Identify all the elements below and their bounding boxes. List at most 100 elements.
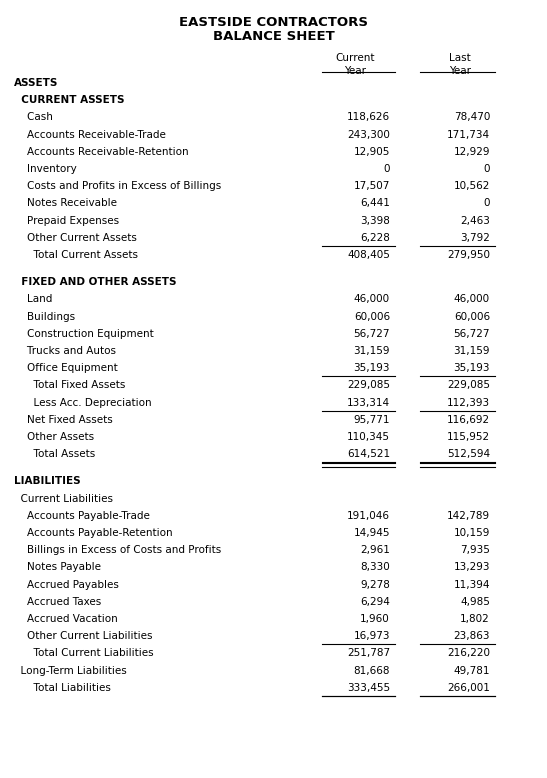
Text: 116,692: 116,692 bbox=[447, 415, 490, 425]
Text: 10,159: 10,159 bbox=[453, 528, 490, 538]
Text: 60,006: 60,006 bbox=[454, 312, 490, 321]
Text: Accounts Receivable-Trade: Accounts Receivable-Trade bbox=[14, 130, 166, 139]
Text: LIABILITIES: LIABILITIES bbox=[14, 476, 80, 486]
Text: 6,441: 6,441 bbox=[360, 198, 390, 209]
Text: 112,393: 112,393 bbox=[447, 398, 490, 408]
Text: 4,985: 4,985 bbox=[460, 597, 490, 607]
Text: 115,952: 115,952 bbox=[447, 432, 490, 442]
Text: Net Fixed Assets: Net Fixed Assets bbox=[14, 415, 113, 425]
Text: Trucks and Autos: Trucks and Autos bbox=[14, 346, 116, 356]
Text: 81,668: 81,668 bbox=[353, 666, 390, 675]
Text: 1,960: 1,960 bbox=[360, 614, 390, 624]
Text: Current Liabilities: Current Liabilities bbox=[14, 493, 113, 503]
Text: 142,789: 142,789 bbox=[447, 511, 490, 520]
Text: ASSETS: ASSETS bbox=[14, 78, 59, 88]
Text: 6,228: 6,228 bbox=[360, 233, 390, 243]
Text: 35,193: 35,193 bbox=[453, 363, 490, 373]
Text: 0: 0 bbox=[484, 198, 490, 209]
Text: 243,300: 243,300 bbox=[347, 130, 390, 139]
Text: 279,950: 279,950 bbox=[447, 250, 490, 260]
Text: Cash: Cash bbox=[14, 112, 53, 122]
Text: 191,046: 191,046 bbox=[347, 511, 390, 520]
Text: Office Equipment: Office Equipment bbox=[14, 363, 118, 373]
Text: 614,521: 614,521 bbox=[347, 449, 390, 459]
Text: Construction Equipment: Construction Equipment bbox=[14, 329, 154, 338]
Text: 216,220: 216,220 bbox=[447, 648, 490, 658]
Text: 17,507: 17,507 bbox=[353, 181, 390, 191]
Text: Notes Receivable: Notes Receivable bbox=[14, 198, 117, 209]
Text: 12,929: 12,929 bbox=[453, 147, 490, 157]
Text: 31,159: 31,159 bbox=[353, 346, 390, 356]
Text: 16,973: 16,973 bbox=[353, 631, 390, 641]
Text: Current: Current bbox=[335, 53, 375, 63]
Text: 118,626: 118,626 bbox=[347, 112, 390, 122]
Text: 78,470: 78,470 bbox=[453, 112, 490, 122]
Text: 60,006: 60,006 bbox=[354, 312, 390, 321]
Text: 3,792: 3,792 bbox=[460, 233, 490, 243]
Text: 8,330: 8,330 bbox=[360, 562, 390, 573]
Text: Land: Land bbox=[14, 294, 53, 304]
Text: 46,000: 46,000 bbox=[354, 294, 390, 304]
Text: 110,345: 110,345 bbox=[347, 432, 390, 442]
Text: 3,398: 3,398 bbox=[360, 216, 390, 226]
Text: 56,727: 56,727 bbox=[353, 329, 390, 338]
Text: 2,961: 2,961 bbox=[360, 545, 390, 555]
Text: 46,000: 46,000 bbox=[454, 294, 490, 304]
Text: 229,085: 229,085 bbox=[447, 380, 490, 391]
Text: Last: Last bbox=[449, 53, 471, 63]
Text: CURRENT ASSETS: CURRENT ASSETS bbox=[14, 95, 125, 105]
Text: 229,085: 229,085 bbox=[347, 380, 390, 391]
Text: 49,781: 49,781 bbox=[453, 666, 490, 675]
Text: FIXED AND OTHER ASSETS: FIXED AND OTHER ASSETS bbox=[14, 277, 177, 287]
Text: 6,294: 6,294 bbox=[360, 597, 390, 607]
Text: Total Liabilities: Total Liabilities bbox=[14, 683, 111, 692]
Text: Long-Term Liabilities: Long-Term Liabilities bbox=[14, 666, 127, 675]
Text: Total Fixed Assets: Total Fixed Assets bbox=[14, 380, 125, 391]
Text: Other Assets: Other Assets bbox=[14, 432, 94, 442]
Text: 14,945: 14,945 bbox=[353, 528, 390, 538]
Text: 31,159: 31,159 bbox=[453, 346, 490, 356]
Text: 9,278: 9,278 bbox=[360, 580, 390, 590]
Text: 266,001: 266,001 bbox=[447, 683, 490, 692]
Text: Prepaid Expenses: Prepaid Expenses bbox=[14, 216, 119, 226]
Text: Costs and Profits in Excess of Billings: Costs and Profits in Excess of Billings bbox=[14, 181, 221, 191]
Text: Inventory: Inventory bbox=[14, 164, 77, 174]
Text: 11,394: 11,394 bbox=[453, 580, 490, 590]
Text: 95,771: 95,771 bbox=[353, 415, 390, 425]
Text: 512,594: 512,594 bbox=[447, 449, 490, 459]
Text: Accounts Receivable-Retention: Accounts Receivable-Retention bbox=[14, 147, 189, 157]
Text: 2,463: 2,463 bbox=[460, 216, 490, 226]
Text: Year: Year bbox=[344, 66, 366, 76]
Text: Accounts Payable-Retention: Accounts Payable-Retention bbox=[14, 528, 173, 538]
Text: Accrued Taxes: Accrued Taxes bbox=[14, 597, 101, 607]
Text: Accounts Payable-Trade: Accounts Payable-Trade bbox=[14, 511, 150, 520]
Text: 0: 0 bbox=[484, 164, 490, 174]
Text: Year: Year bbox=[449, 66, 471, 76]
Text: 35,193: 35,193 bbox=[353, 363, 390, 373]
Text: 23,863: 23,863 bbox=[453, 631, 490, 641]
Text: Accrued Vacation: Accrued Vacation bbox=[14, 614, 118, 624]
Text: 133,314: 133,314 bbox=[347, 398, 390, 408]
Text: 56,727: 56,727 bbox=[453, 329, 490, 338]
Text: Total Current Assets: Total Current Assets bbox=[14, 250, 138, 260]
Text: 171,734: 171,734 bbox=[447, 130, 490, 139]
Text: 0: 0 bbox=[383, 164, 390, 174]
Text: Less Acc. Depreciation: Less Acc. Depreciation bbox=[14, 398, 152, 408]
Text: Other Current Assets: Other Current Assets bbox=[14, 233, 137, 243]
Text: BALANCE SHEET: BALANCE SHEET bbox=[213, 30, 334, 43]
Text: Total Assets: Total Assets bbox=[14, 449, 95, 459]
Text: 12,905: 12,905 bbox=[353, 147, 390, 157]
Text: EASTSIDE CONTRACTORS: EASTSIDE CONTRACTORS bbox=[179, 16, 368, 29]
Text: 10,562: 10,562 bbox=[453, 181, 490, 191]
Text: Buildings: Buildings bbox=[14, 312, 75, 321]
Text: Notes Payable: Notes Payable bbox=[14, 562, 101, 573]
Text: Other Current Liabilities: Other Current Liabilities bbox=[14, 631, 153, 641]
Text: 251,787: 251,787 bbox=[347, 648, 390, 658]
Text: 1,802: 1,802 bbox=[460, 614, 490, 624]
Text: Total Current Liabilities: Total Current Liabilities bbox=[14, 648, 154, 658]
Text: Accrued Payables: Accrued Payables bbox=[14, 580, 119, 590]
Text: 408,405: 408,405 bbox=[347, 250, 390, 260]
Text: 333,455: 333,455 bbox=[347, 683, 390, 692]
Text: Billings in Excess of Costs and Profits: Billings in Excess of Costs and Profits bbox=[14, 545, 221, 555]
Text: 7,935: 7,935 bbox=[460, 545, 490, 555]
